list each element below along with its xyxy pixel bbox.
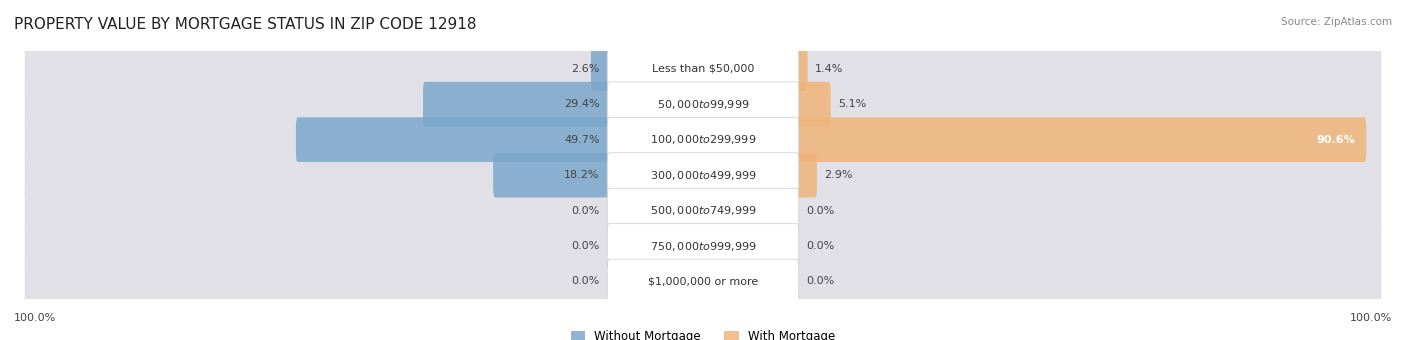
Text: 5.1%: 5.1% xyxy=(838,99,866,109)
Text: 18.2%: 18.2% xyxy=(564,170,599,180)
Text: 0.0%: 0.0% xyxy=(807,276,835,287)
Text: $1,000,000 or more: $1,000,000 or more xyxy=(648,276,758,287)
Legend: Without Mortgage, With Mortgage: Without Mortgage, With Mortgage xyxy=(567,325,839,340)
Text: Less than $50,000: Less than $50,000 xyxy=(652,64,754,74)
FancyBboxPatch shape xyxy=(794,82,831,126)
FancyBboxPatch shape xyxy=(295,117,612,162)
FancyBboxPatch shape xyxy=(607,188,799,233)
FancyBboxPatch shape xyxy=(494,153,612,198)
FancyBboxPatch shape xyxy=(25,149,1381,201)
Text: 2.9%: 2.9% xyxy=(824,170,853,180)
FancyBboxPatch shape xyxy=(25,220,1381,272)
Text: 0.0%: 0.0% xyxy=(571,206,599,216)
FancyBboxPatch shape xyxy=(423,82,612,126)
FancyBboxPatch shape xyxy=(25,78,1381,131)
FancyBboxPatch shape xyxy=(607,117,799,162)
FancyBboxPatch shape xyxy=(591,46,612,91)
Text: 2.6%: 2.6% xyxy=(571,64,599,74)
Text: 90.6%: 90.6% xyxy=(1316,135,1355,144)
Text: 1.4%: 1.4% xyxy=(815,64,844,74)
FancyBboxPatch shape xyxy=(607,82,799,126)
Text: $500,000 to $749,999: $500,000 to $749,999 xyxy=(650,204,756,217)
Text: 0.0%: 0.0% xyxy=(571,276,599,287)
Text: 0.0%: 0.0% xyxy=(807,206,835,216)
Text: 0.0%: 0.0% xyxy=(807,241,835,251)
Text: 29.4%: 29.4% xyxy=(564,99,599,109)
Text: $100,000 to $299,999: $100,000 to $299,999 xyxy=(650,133,756,146)
Text: 0.0%: 0.0% xyxy=(571,241,599,251)
Text: $300,000 to $499,999: $300,000 to $499,999 xyxy=(650,169,756,182)
FancyBboxPatch shape xyxy=(25,255,1381,308)
FancyBboxPatch shape xyxy=(607,46,799,91)
FancyBboxPatch shape xyxy=(607,153,799,198)
FancyBboxPatch shape xyxy=(25,184,1381,237)
FancyBboxPatch shape xyxy=(607,224,799,268)
Text: $50,000 to $99,999: $50,000 to $99,999 xyxy=(657,98,749,111)
Text: $750,000 to $999,999: $750,000 to $999,999 xyxy=(650,239,756,253)
Text: Source: ZipAtlas.com: Source: ZipAtlas.com xyxy=(1281,17,1392,27)
Text: PROPERTY VALUE BY MORTGAGE STATUS IN ZIP CODE 12918: PROPERTY VALUE BY MORTGAGE STATUS IN ZIP… xyxy=(14,17,477,32)
FancyBboxPatch shape xyxy=(25,114,1381,166)
FancyBboxPatch shape xyxy=(794,46,807,91)
FancyBboxPatch shape xyxy=(794,153,817,198)
FancyBboxPatch shape xyxy=(607,259,799,304)
FancyBboxPatch shape xyxy=(25,42,1381,95)
Text: 100.0%: 100.0% xyxy=(14,313,56,323)
FancyBboxPatch shape xyxy=(794,117,1367,162)
Text: 100.0%: 100.0% xyxy=(1350,313,1392,323)
Text: 49.7%: 49.7% xyxy=(564,135,599,144)
